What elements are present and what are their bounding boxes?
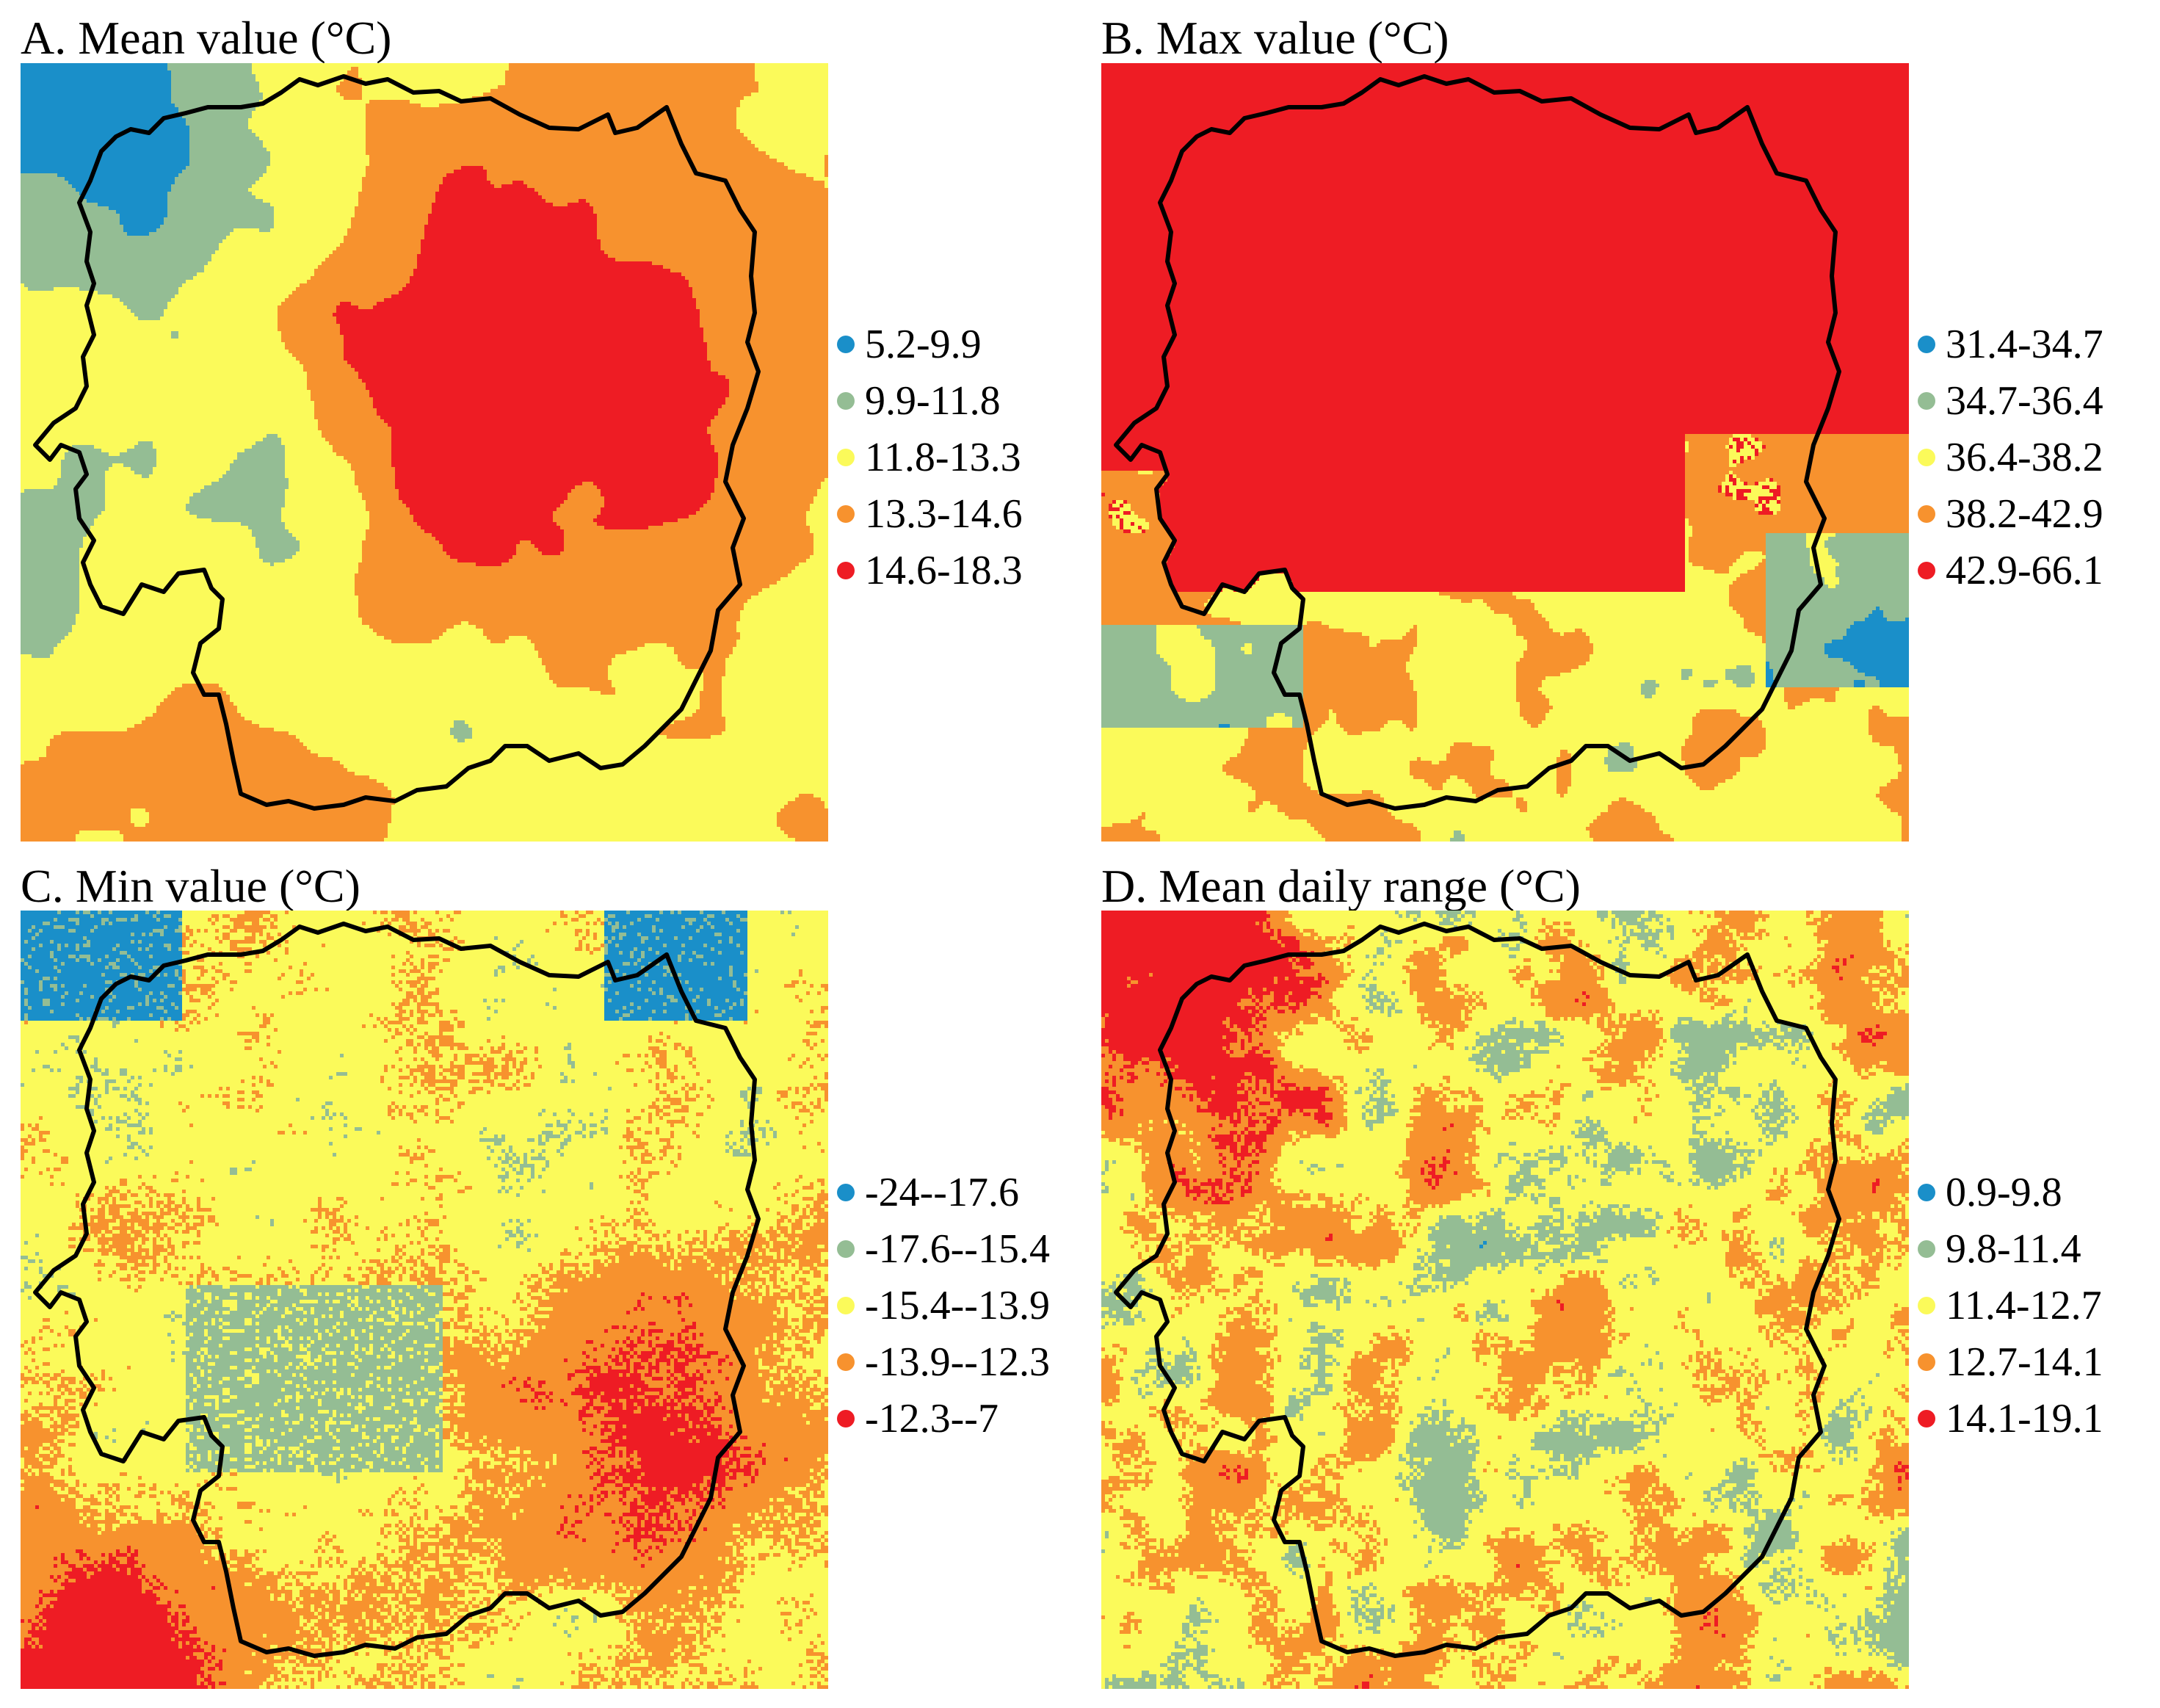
legend-dot xyxy=(1918,561,1935,579)
legend-item: -17.6--15.4 xyxy=(837,1220,1050,1277)
legend-label: 13.3-14.6 xyxy=(865,491,1023,537)
legend-dot xyxy=(1918,391,1935,410)
legend-label: 9.9-11.8 xyxy=(865,377,1001,424)
legend-label: -13.9--12.3 xyxy=(865,1339,1050,1385)
panel-b-map xyxy=(1101,63,1909,842)
legend-item: 34.7-36.4 xyxy=(1918,372,2103,429)
legend-label: 14.1-19.1 xyxy=(1946,1395,2103,1441)
legend-item: 14.1-19.1 xyxy=(1918,1390,2103,1447)
panel-c-boundary xyxy=(33,922,761,1658)
legend-dot xyxy=(1918,448,1935,466)
legend-item: 31.4-34.7 xyxy=(1918,316,2103,372)
panel-a-raster xyxy=(21,63,828,842)
legend-dot xyxy=(1918,1353,1935,1371)
legend-label: 11.4-12.7 xyxy=(1946,1282,2102,1328)
legend-item: 12.7-14.1 xyxy=(1918,1334,2103,1390)
panel-c-map xyxy=(21,911,828,1689)
legend-item: 0.9-9.8 xyxy=(1918,1164,2103,1220)
legend-dot xyxy=(837,1296,855,1314)
legend-label: 11.8-13.3 xyxy=(865,434,1021,480)
legend-label: 34.7-36.4 xyxy=(1946,377,2103,424)
legend-dot xyxy=(837,561,855,579)
legend-item: 11.4-12.7 xyxy=(1918,1277,2103,1334)
panel-b-legend: 31.4-34.7 34.7-36.4 36.4-38.2 38.2-42.9 … xyxy=(1918,316,2103,598)
legend-label: 14.6-18.3 xyxy=(865,547,1023,593)
panel-c-legend: -24--17.6 -17.6--15.4 -15.4--13.9 -13.9-… xyxy=(837,1164,1050,1447)
panel-b-raster xyxy=(1101,63,1909,842)
panel-c-title: C. Min value (°C) xyxy=(21,860,360,912)
legend-item: 11.8-13.3 xyxy=(837,429,1023,485)
legend-item: 9.9-11.8 xyxy=(837,372,1023,429)
panel-a-legend: 5.2-9.9 9.9-11.8 11.8-13.3 13.3-14.6 14.… xyxy=(837,316,1023,598)
legend-dot xyxy=(837,1240,855,1258)
legend-dot xyxy=(1918,1183,1935,1201)
legend-item: 9.8-11.4 xyxy=(1918,1220,2103,1277)
panel-d-raster xyxy=(1101,911,1909,1689)
legend-dot xyxy=(837,1183,855,1201)
legend-item: 13.3-14.6 xyxy=(837,485,1023,542)
panel-d-boundary xyxy=(1114,922,1841,1658)
legend-dot xyxy=(1918,335,1935,353)
legend-dot xyxy=(837,335,855,353)
panel-a-title: A. Mean value (°C) xyxy=(21,12,392,64)
legend-label: 5.2-9.9 xyxy=(865,321,982,367)
legend-item: 14.6-18.3 xyxy=(837,542,1023,598)
province-boundary xyxy=(1114,74,1841,811)
legend-label: -24--17.6 xyxy=(865,1169,1019,1215)
legend-item: -15.4--13.9 xyxy=(837,1277,1050,1334)
province-boundary xyxy=(1114,922,1841,1658)
legend-label: 36.4-38.2 xyxy=(1946,434,2103,480)
panel-b-boundary xyxy=(1114,74,1841,811)
legend-label: -17.6--15.4 xyxy=(865,1226,1050,1272)
legend-dot xyxy=(1918,1409,1935,1427)
panel-d-legend: 0.9-9.8 9.8-11.4 11.4-12.7 12.7-14.1 14.… xyxy=(1918,1164,2103,1447)
legend-item: -24--17.6 xyxy=(837,1164,1050,1220)
legend-label: 31.4-34.7 xyxy=(1946,321,2103,367)
legend-label: 42.9-66.1 xyxy=(1946,547,2103,593)
legend-dot xyxy=(1918,1296,1935,1314)
legend-item: -13.9--12.3 xyxy=(837,1334,1050,1390)
panel-a-map xyxy=(21,63,828,842)
legend-dot xyxy=(837,1353,855,1371)
legend-dot xyxy=(837,448,855,466)
legend-item: 38.2-42.9 xyxy=(1918,485,2103,542)
legend-dot xyxy=(837,1409,855,1427)
legend-item: 36.4-38.2 xyxy=(1918,429,2103,485)
legend-dot xyxy=(1918,1240,1935,1258)
legend-dot xyxy=(837,391,855,410)
legend-item: -12.3--7 xyxy=(837,1390,1050,1447)
panel-d-title: D. Mean daily range (°C) xyxy=(1101,860,1581,912)
legend-label: 12.7-14.1 xyxy=(1946,1339,2103,1385)
legend-label: -12.3--7 xyxy=(865,1395,999,1441)
panel-c-raster xyxy=(21,911,828,1689)
legend-label: 0.9-9.8 xyxy=(1946,1169,2062,1215)
panel-a-boundary xyxy=(33,74,761,811)
legend-item: 5.2-9.9 xyxy=(837,316,1023,372)
panel-d-map xyxy=(1101,911,1909,1689)
legend-label: 9.8-11.4 xyxy=(1946,1226,2081,1272)
panel-b-title: B. Max value (°C) xyxy=(1101,12,1449,64)
legend-label: 38.2-42.9 xyxy=(1946,491,2103,537)
legend-dot xyxy=(837,504,855,523)
province-boundary xyxy=(33,74,761,811)
province-boundary xyxy=(33,922,761,1658)
legend-dot xyxy=(1918,504,1935,523)
legend-item: 42.9-66.1 xyxy=(1918,542,2103,598)
legend-label: -15.4--13.9 xyxy=(865,1282,1050,1328)
